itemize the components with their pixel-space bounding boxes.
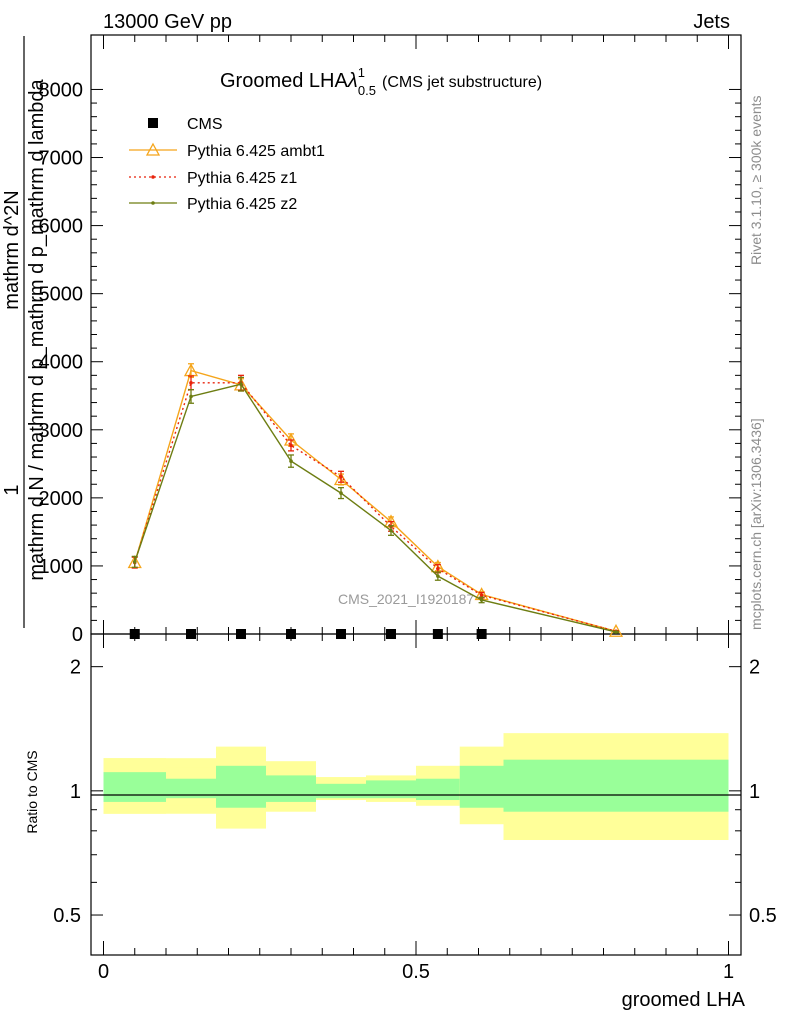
chart-subtitle: (CMS jet substructure) (382, 74, 542, 91)
cms-data-point (286, 629, 296, 639)
series-point (289, 459, 293, 463)
ratio-stat-band (166, 778, 216, 799)
cms-data-point (336, 629, 346, 639)
ratio-stat-band (416, 778, 460, 801)
ratio-ytick-label-left: 1 (70, 781, 81, 803)
legend-z1-marker (151, 175, 155, 179)
series-point (339, 474, 343, 479)
main-ytick-label: 1000 (39, 556, 84, 578)
main-ytick-label: 5000 (39, 284, 84, 306)
ratio-ytick-label-left: 0.5 (53, 905, 81, 927)
main-ytick-label: 4000 (39, 352, 84, 374)
series-point (189, 381, 193, 385)
y-axis-label-main: mathrm d^2N (1, 190, 23, 309)
legend-z2-marker (151, 201, 155, 205)
series-point (289, 443, 293, 448)
ratio-stat-band (459, 765, 504, 808)
cms-data-point (236, 629, 246, 639)
series-point (189, 394, 193, 399)
series-point (132, 560, 137, 564)
series-point (436, 574, 440, 578)
legend-cms-label: CMS (187, 116, 223, 133)
legend-cms-marker (148, 118, 158, 128)
main-ytick-label: 7000 (39, 148, 84, 170)
series-point (239, 382, 243, 386)
y-axis-label-denominator: mathrm d N / mathrm d p_mathrm d p_mathr… (26, 78, 48, 580)
header-right: Jets (693, 11, 730, 33)
chart-title-sub: 0.5 (358, 83, 376, 98)
main-ytick-label: 8000 (39, 79, 84, 101)
legend-z2-label: Pythia 6.425 z2 (187, 196, 297, 213)
cms-data-point (129, 629, 140, 639)
ratio-stat-band (316, 783, 366, 799)
ratio-ytick-label-right: 0.5 (749, 905, 777, 927)
series-point (339, 491, 343, 495)
ratio-ytick-label-right: 2 (749, 657, 760, 679)
main-ytick-label: 0 (72, 624, 83, 646)
ratio-ytick-label-right: 1 (749, 781, 760, 803)
x-axis-label: groomed LHA (622, 989, 746, 1011)
chart-title: Groomed LHAλ1 0.5 (CMS jet substructure) (220, 65, 542, 98)
side-rivet: Rivet 3.1.10, ≥ 300k events (748, 95, 764, 265)
cms-data-point (432, 629, 443, 639)
header-left: 13000 GeV pp (103, 11, 232, 33)
xtick-label: 1 (723, 961, 734, 983)
ratio-y-label: Ratio to CMS (24, 750, 40, 833)
legend: CMS Pythia 6.425 ambt1 Pythia 6.425 z1 P… (129, 116, 325, 213)
ratio-stat-band (266, 775, 316, 802)
chart-title-symbol: λ (347, 70, 358, 92)
series-point (479, 598, 484, 602)
series-point (614, 630, 618, 634)
xtick-label: 0.5 (402, 961, 430, 983)
cms-data-point (476, 629, 487, 639)
main-ticks: 0 1000 2000 3000 4000 5000 6000 7000 8000 (39, 79, 741, 646)
side-mcplots: mcplots.cern.ch [arXiv:1306.3436] (748, 418, 764, 630)
chart-title-text: Groomed LHA (220, 70, 348, 92)
chart-watermark: CMS_2021_I1920187 (338, 591, 474, 607)
cms-data-point (386, 629, 396, 639)
legend-ambt1-label: Pythia 6.425 ambt1 (187, 143, 325, 160)
series-line-1 (134, 382, 617, 632)
main-ytick-label: 3000 (39, 420, 84, 442)
chart-title-sup: 1 (358, 65, 365, 80)
x-ticks: 0 0.5 1 (98, 35, 734, 983)
series-point (479, 593, 484, 598)
legend-z1-label: Pythia 6.425 z1 (187, 170, 297, 187)
y-axis-label-numerator: 1 (1, 484, 23, 495)
ratio-stat-band (103, 772, 166, 802)
ratio-stat-band (216, 765, 266, 808)
legend-ambt1-marker (145, 142, 161, 156)
main-series (127, 363, 624, 639)
cms-data-point (186, 629, 196, 639)
xtick-label: 0 (98, 961, 109, 983)
main-ytick-label: 6000 (39, 216, 84, 238)
series-point (389, 528, 393, 533)
main-ytick-label: 2000 (39, 488, 84, 510)
ratio-stat-band (366, 780, 416, 799)
ratio-ticks: 0.5 0.5 1 1 2 2 (53, 657, 777, 927)
ratio-stat-band (503, 759, 729, 812)
ratio-bands (103, 733, 729, 841)
series-point (436, 566, 440, 571)
ratio-ytick-label-left: 2 (70, 657, 81, 679)
